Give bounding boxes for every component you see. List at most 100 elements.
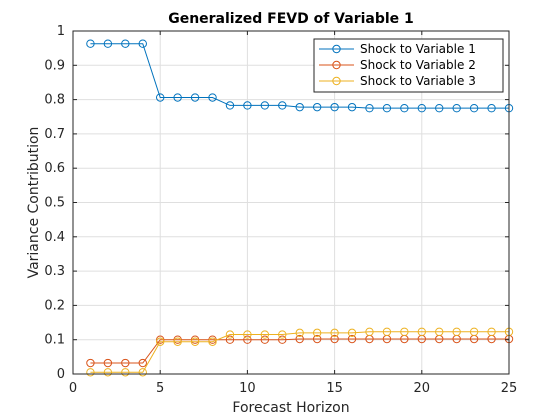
data-point [469,327,479,337]
data-point [86,39,95,48]
data-point [487,327,496,337]
data-point [347,328,357,338]
data-point [190,337,200,346]
data-point [347,102,357,112]
y-tick-label: 0.6 [44,161,65,176]
data-point [138,39,147,48]
data-point [243,101,252,110]
legend-label: Shock to Variable 2 [360,58,476,72]
data-point [225,101,235,110]
chart-title: Generalized FEVD of Variable 1 [168,11,414,27]
x-axis-label: Forecast Horizon [232,400,349,416]
y-tick-label: 0.1 [44,333,65,348]
data-point [452,103,461,113]
x-tick-label: 5 [156,381,164,396]
data-point [278,330,287,339]
legend-label: Shock to Variable 3 [360,74,476,88]
data-point [278,101,287,110]
series-line [90,43,509,109]
y-tick-label: 0.2 [44,298,65,313]
data-point [225,330,235,339]
data-point [260,330,270,339]
data-point [121,368,130,377]
data-point [382,327,392,337]
y-tick-label: 0.8 [44,93,65,108]
data-point [400,327,409,337]
data-point [173,337,182,346]
series-layer [86,39,514,377]
y-tick-label: 0.4 [44,230,65,245]
legend: Shock to Variable 1 Shock to Variable 2 Sh… [313,38,504,93]
data-point [103,358,113,368]
data-point [295,328,304,338]
data-point [435,103,444,113]
data-point [121,39,130,48]
data-point [86,368,95,377]
series-3 [86,327,514,377]
data-point [330,334,339,344]
data-point [103,39,113,48]
data-point [365,327,374,337]
data-point [435,327,444,337]
data-point [208,93,217,102]
data-point [417,103,426,113]
data-point [365,103,374,113]
data-point [173,93,182,102]
data-point [156,335,165,344]
y-tick-label: 0.7 [44,127,65,142]
y-axis-label: Variance Contribution [26,127,42,279]
y-tick-label: 0.3 [44,264,65,279]
data-point [225,335,235,344]
data-point [295,334,304,344]
data-point [469,103,479,113]
data-point [86,358,95,368]
x-tick-label: 0 [69,381,77,396]
axis-ticks: 00.10.20.30.40.50.60.70.80.910 5 10 15 20 25 [44,24,517,396]
series-1 [86,39,514,113]
data-point [156,93,165,102]
legend-marker [332,44,341,54]
legend-item: Shock to Variable 3 [319,74,476,88]
series-2 [86,334,514,368]
legend-marker [332,76,341,86]
series-line [90,338,509,364]
legend-item: Shock to Variable 1 [319,42,476,56]
data-point [417,327,426,337]
data-point [312,328,322,338]
data-point [260,101,270,110]
data-point [156,337,165,346]
legend-marker [332,60,341,70]
data-point [138,368,147,377]
data-point [278,335,287,344]
data-point [330,102,339,112]
data-point [312,102,322,112]
data-point [312,334,322,344]
y-tick-label: 1 [57,24,65,39]
x-tick-label: 10 [239,381,256,396]
data-point [260,335,270,344]
data-point [487,103,496,113]
data-point [452,327,461,337]
data-point [347,334,357,344]
data-point [243,335,252,344]
data-point [138,358,147,368]
data-point [103,368,113,377]
data-point [243,330,252,339]
data-point [295,102,304,112]
y-tick-label: 0.9 [44,58,65,73]
y-tick-label: 0.5 [44,196,65,211]
series-line [90,331,509,373]
data-point [382,103,392,113]
x-tick-label: 15 [326,381,343,396]
data-point [330,328,339,338]
data-point [190,335,200,344]
data-point [121,358,130,368]
data-point [173,335,182,344]
legend-item: Shock to Variable 2 [319,58,476,72]
x-tick-label: 25 [501,381,518,396]
data-point [190,93,200,102]
y-tick-label: 0 [57,367,65,382]
data-point [208,337,217,346]
legend-label: Shock to Variable 1 [360,42,476,56]
